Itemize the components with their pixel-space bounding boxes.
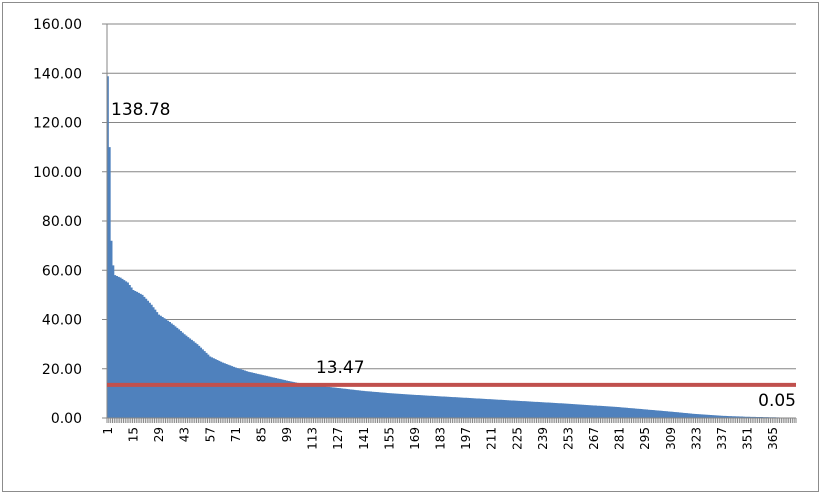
y-tick-label: 20.00 <box>42 362 82 378</box>
y-tick-label: 80.00 <box>42 214 82 230</box>
x-tick-label: 337 <box>715 427 729 450</box>
x-tick-label: 295 <box>638 427 652 450</box>
x-tick-label: 169 <box>408 427 422 450</box>
x-tick-label: 211 <box>485 427 499 450</box>
x-tick-label: 43 <box>178 427 192 442</box>
x-tick-label: 267 <box>587 427 601 450</box>
y-tick-label: 0.00 <box>51 411 82 427</box>
x-tick-label: 309 <box>664 427 678 450</box>
x-tick-label: 29 <box>152 427 166 442</box>
x-tick-label: 253 <box>561 427 575 450</box>
y-tick-label: 100.00 <box>33 165 82 181</box>
y-tick-label: 160.00 <box>33 17 82 33</box>
x-tick-label: 71 <box>229 427 243 442</box>
y-tick-label: 120.00 <box>33 116 82 132</box>
x-tick-label: 351 <box>741 427 755 450</box>
x-tick-label: 225 <box>510 427 524 450</box>
x-tick-label: 183 <box>434 427 448 450</box>
x-tick-label: 99 <box>280 427 294 442</box>
x-tick-label: 127 <box>331 427 345 450</box>
x-tick-label: 239 <box>536 427 550 450</box>
y-tick-label: 140.00 <box>33 66 82 82</box>
x-tick-label: 1 <box>101 427 115 435</box>
data-label: 13.47 <box>316 358 365 378</box>
data-label: 0.05 <box>758 391 796 411</box>
y-tick-label: 60.00 <box>42 263 82 279</box>
x-tick-label: 57 <box>203 427 217 442</box>
x-tick-label: 323 <box>689 427 703 450</box>
x-tick-label: 141 <box>357 427 371 450</box>
x-tick-label: 365 <box>766 427 780 450</box>
data-label: 138.78 <box>111 100 170 120</box>
x-tick-label: 155 <box>382 427 396 450</box>
y-tick-label: 40.00 <box>42 313 82 329</box>
x-tick-label: 85 <box>254 427 268 442</box>
x-tick-label: 197 <box>459 427 473 450</box>
x-tick-label: 281 <box>613 427 627 450</box>
series-area <box>107 76 796 418</box>
x-tick-label: 113 <box>306 427 320 450</box>
x-tick-label: 15 <box>127 427 141 442</box>
